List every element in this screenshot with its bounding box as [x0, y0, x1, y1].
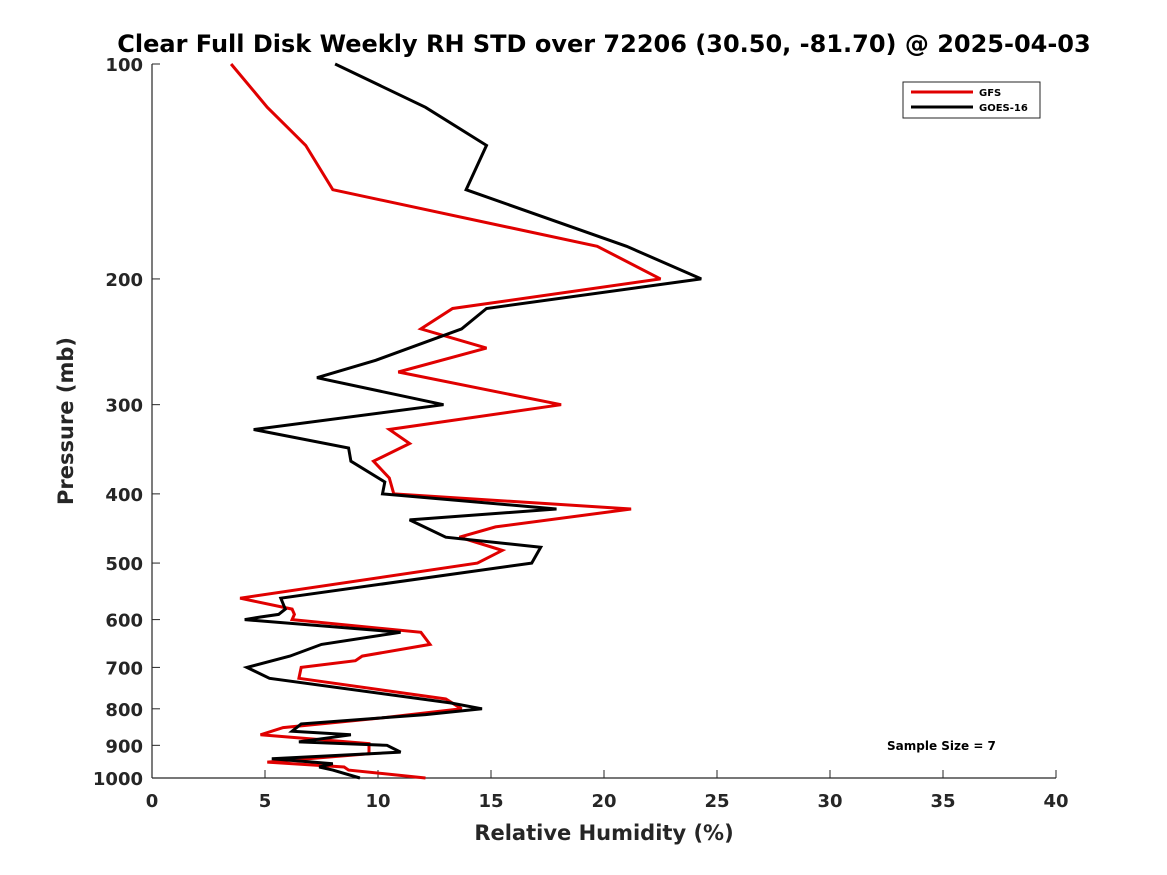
series-line-gfs	[229, 63, 662, 780]
x-tick-label: 35	[930, 791, 955, 812]
y-tick-label: 200	[105, 270, 143, 291]
legend-box	[902, 81, 1041, 119]
series-lines	[229, 62, 702, 780]
chart-title: Clear Full Disk Weekly RH STD over 72206…	[117, 30, 1090, 58]
y-tick-label: 300	[105, 396, 143, 417]
legend-label-goes16: GOES-16	[979, 103, 1028, 114]
y-axis-ticks: 100 200 300 400 500 600 700 800 900 1000	[93, 55, 160, 790]
y-tick-label: 1000	[93, 769, 143, 790]
y-tick-label: 500	[105, 554, 143, 575]
series-line-goes16	[242, 62, 702, 780]
x-axis-ticks: 0 5 10 15 20 25 30 35 40	[146, 770, 1069, 812]
y-tick-label: 900	[105, 736, 143, 757]
x-tick-label: 10	[365, 791, 390, 812]
x-tick-label: 0	[146, 791, 159, 812]
sample-size-annotation: Sample Size = 7	[887, 739, 996, 753]
x-tick-label: 40	[1043, 791, 1068, 812]
legend-label-gfs: GFS	[979, 88, 1001, 99]
x-tick-label: 20	[591, 791, 616, 812]
y-tick-label: 800	[105, 700, 143, 721]
x-tick-label: 15	[478, 791, 503, 812]
y-tick-label: 100	[105, 55, 143, 76]
x-tick-label: 5	[259, 791, 272, 812]
y-tick-label: 700	[105, 658, 143, 679]
x-tick-label: 25	[704, 791, 729, 812]
x-tick-label: 30	[817, 791, 842, 812]
y-tick-label: 400	[105, 485, 143, 506]
y-axis-label: Pressure (mb)	[54, 337, 78, 505]
y-tick-label: 600	[105, 611, 143, 632]
legend: GFS GOES-16	[902, 81, 1041, 119]
plot-area: 0 5 10 15 20 25 30 35 40 100 200 300 400 500 600 700 80…	[93, 55, 1069, 812]
x-axis-label: Relative Humidity (%)	[474, 821, 733, 845]
